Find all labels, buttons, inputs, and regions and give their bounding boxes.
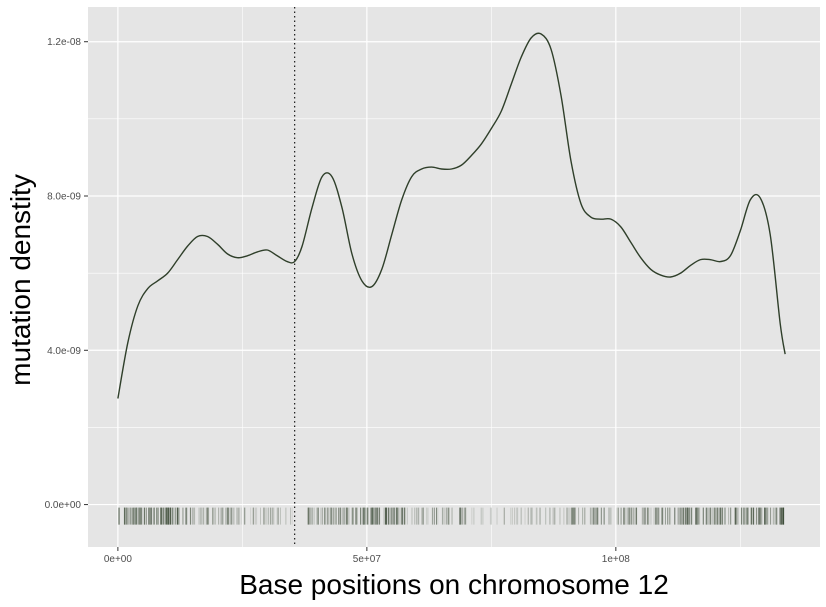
major-gridlines bbox=[88, 7, 820, 547]
density-line bbox=[117, 32, 786, 399]
minor-gridlines bbox=[88, 7, 820, 547]
x-tick-label: 1e+08 bbox=[602, 554, 631, 565]
y-axis-ticks: 0.0e+00 4.0e-09 8.0e-09 1.2e-08 bbox=[45, 37, 88, 511]
y-tick-label: 4.0e-09 bbox=[47, 346, 81, 357]
y-axis-title: mutation denstity bbox=[5, 174, 36, 386]
x-axis-ticks: 0e+00 5e+07 1e+08 bbox=[104, 547, 630, 565]
x-tick-label: 0e+00 bbox=[104, 554, 133, 565]
plot-panel bbox=[88, 7, 820, 547]
y-tick-label: 8.0e-09 bbox=[47, 192, 81, 203]
x-tick-label: 5e+07 bbox=[353, 554, 382, 565]
x-axis-title: Base positions on chromosome 12 bbox=[239, 569, 669, 600]
y-tick-label: 1.2e-08 bbox=[47, 37, 81, 48]
rug-marks bbox=[118, 507, 785, 525]
y-tick-label: 0.0e+00 bbox=[45, 500, 82, 511]
